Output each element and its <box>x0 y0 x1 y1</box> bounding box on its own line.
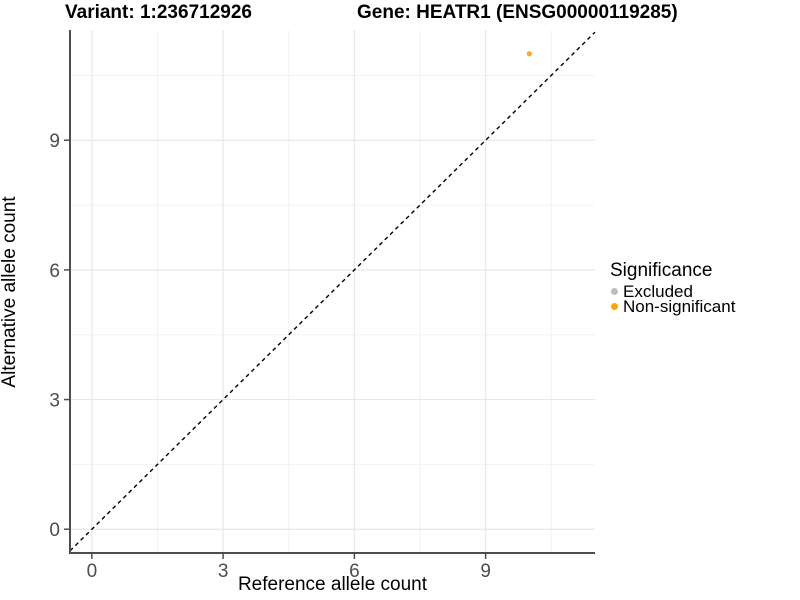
variant-title: Variant: 1:236712926 <box>65 2 252 23</box>
non-significant-dot-icon <box>611 303 618 310</box>
identity-line <box>69 31 596 552</box>
legend-item-label: Non-significant <box>623 297 736 316</box>
x-tick-label: 6 <box>349 561 360 582</box>
legend-item-label: Excluded <box>623 282 693 301</box>
data-point <box>526 51 532 57</box>
y-tick-label: 6 <box>49 261 60 282</box>
legend-title: Significance <box>610 260 713 281</box>
x-tick-label: 9 <box>480 561 491 582</box>
x-tick-label: 0 <box>87 561 98 582</box>
x-axis-title: Reference allele count <box>237 574 428 595</box>
y-tick-label: 9 <box>49 131 60 152</box>
y-tick-label: 3 <box>49 391 60 412</box>
legend-item-non-significant: Non-significant <box>608 297 736 316</box>
legend: Significance Excluded Non-significant <box>608 260 736 316</box>
y-tick-label: 0 <box>49 520 60 541</box>
gene-title: Gene: HEATR1 (ENSG00000119285) <box>357 2 678 23</box>
x-tick-label: 3 <box>218 561 229 582</box>
y-axis-title: Alternative allele count <box>0 196 20 388</box>
excluded-dot-icon <box>611 288 618 295</box>
legend-item-excluded: Excluded <box>608 282 735 301</box>
